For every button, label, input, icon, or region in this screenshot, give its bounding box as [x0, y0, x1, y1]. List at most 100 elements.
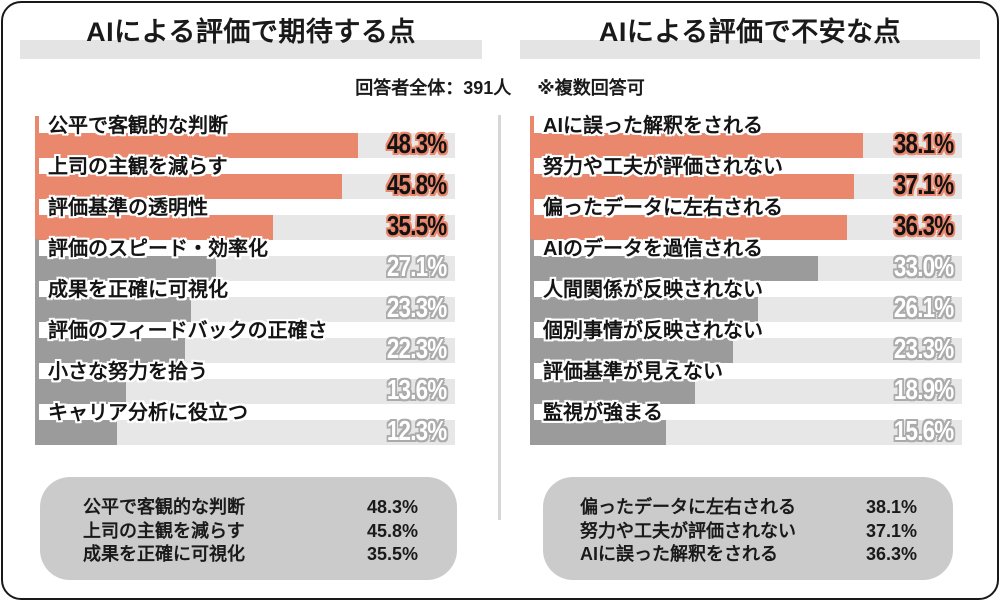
bar-track: [35, 297, 455, 322]
bar-row: 公平で客観的な判断 48.3%: [35, 116, 455, 159]
summary-row: 成果を正確に可視化 35.5%: [83, 543, 418, 567]
bar-label: 監視が強まる: [530, 403, 663, 424]
bar-label: 成果を正確に可視化: [35, 280, 228, 301]
bar-row: AIに誤った解釈をされる 38.1%: [530, 116, 962, 159]
concerns-bar-chart: AIに誤った解釈をされる 38.1% 努力や工夫が評価されない 37.1% 偏ったデータ…: [530, 116, 962, 446]
bar-value-label: 26.1%: [893, 292, 953, 323]
bar-row: 評価基準の透明性 35.5%: [35, 198, 455, 241]
bar-label: キャリア分析に役立つ: [35, 403, 248, 424]
center-divider-line: [498, 115, 501, 520]
concerns-top3-summary-box: 偏ったデータに左右される 38.1% 努力や工夫が評価されない 37.1% AIに誤った…: [543, 477, 953, 580]
bar-label: 評価基準の透明性: [35, 198, 208, 219]
bar-label: 評価のフィードバックの正確さ: [35, 321, 328, 342]
expectations-bar-chart: 公平で客観的な判断 48.3% 上司の主観を減らす 45.8% 評価基準の透明性 35.5…: [35, 116, 455, 446]
summary-label: 公平で客観的な判断: [83, 497, 245, 517]
bar-value-label: 12.3%: [386, 415, 446, 446]
bar-label: AIのデータを過信される: [530, 239, 763, 260]
bar-row: 偏ったデータに左右される 36.3%: [530, 198, 962, 241]
bar-row: 人間関係が反映されない 26.1%: [530, 280, 962, 323]
left-chart-title: AIによる評価で期待する点: [86, 17, 416, 47]
summary-label: 成果を正確に可視化: [83, 544, 245, 564]
bar-track: [530, 215, 962, 240]
summary-label: 偏ったデータに左右される: [580, 497, 796, 517]
bar-row: 監視が強まる 15.6%: [530, 403, 962, 446]
bar-row: AIのデータを過信される 33.0%: [530, 239, 962, 282]
bar-value-label: 15.6%: [893, 415, 953, 446]
bar-track: [35, 379, 455, 404]
bar-fill: [530, 297, 758, 322]
summary-value: 36.3%: [865, 544, 917, 564]
survey-annotation: 回答者全体：391人 ※複数回答可: [0, 74, 1000, 100]
bar-track: [530, 379, 962, 404]
summary-value: 38.1%: [865, 497, 917, 517]
bar-fill: [530, 133, 863, 158]
bar-value-label: 45.8%: [386, 169, 446, 200]
bar-fill: [530, 174, 854, 199]
bar-value-label: 36.3%: [893, 210, 953, 241]
bar-label: 評価のスピード・効率化: [35, 239, 268, 260]
bar-row: 個別事情が反映されない 23.3%: [530, 321, 962, 364]
expectations-top3-summary-box: 公平で客観的な判断 48.3% 上司の主観を減らす 45.8% 成果を正確に可視化 35.…: [40, 477, 457, 580]
bar-row: 成果を正確に可視化 23.3%: [35, 280, 455, 323]
bar-row: キャリア分析に役立つ 12.3%: [35, 403, 455, 446]
bar-value-label: 13.6%: [386, 374, 446, 405]
bar-value-label: 23.3%: [893, 333, 953, 364]
summary-label: 上司の主観を減らす: [83, 520, 245, 541]
bar-value-label: 27.1%: [386, 251, 446, 282]
bar-row: 上司の主観を減らす 45.8%: [35, 157, 455, 200]
bar-label: 偏ったデータに左右される: [530, 198, 783, 219]
summary-row: 偏ったデータに左右される 38.1%: [580, 496, 917, 520]
summary-value: 48.3%: [366, 497, 418, 517]
bar-label: 個別事情が反映されない: [530, 321, 763, 342]
multiple-answers-note: ※複数回答可: [537, 78, 645, 98]
bar-row: 評価のスピード・効率化 27.1%: [35, 239, 455, 282]
bar-value-label: 18.9%: [893, 374, 953, 405]
bar-fill: [530, 256, 819, 281]
bar-track: [35, 174, 455, 199]
bar-value-label: 48.3%: [386, 128, 446, 159]
bar-track: [530, 256, 962, 281]
right-chart-title: AIによる評価で不安な点: [598, 17, 902, 47]
bar-track: [35, 133, 455, 158]
bar-fill: [35, 297, 191, 322]
bar-fill: [530, 420, 667, 445]
bar-fill: [35, 133, 359, 158]
bar-label: 上司の主観を減らす: [35, 157, 228, 178]
bar-track: [35, 215, 455, 240]
summary-label: AIに誤った解釈をされる: [580, 544, 778, 564]
summary-value: 35.5%: [366, 544, 418, 564]
summary-row: AIに誤った解釈をされる 36.3%: [580, 543, 917, 567]
bar-fill: [35, 420, 118, 445]
bar-value-label: 37.1%: [893, 169, 953, 200]
bar-value-label: 22.3%: [386, 333, 446, 364]
bar-fill: [35, 215, 273, 240]
bar-fill: [35, 256, 217, 281]
bar-fill: [35, 174, 342, 199]
bar-fill: [530, 379, 696, 404]
left-title-highlight-band: [20, 40, 482, 59]
bar-row: 評価基準が見えない 18.9%: [530, 362, 962, 405]
bar-track: [35, 338, 455, 363]
bar-label: 小さな努力を拾う: [35, 362, 208, 383]
bar-track: [530, 133, 962, 158]
bar-label: 公平で客観的な判断: [35, 116, 228, 137]
summary-value: 45.8%: [366, 520, 418, 541]
bar-track: [530, 338, 962, 363]
summary-row: 公平で客観的な判断 48.3%: [83, 496, 418, 520]
bar-value-label: 23.3%: [386, 292, 446, 323]
bar-fill: [35, 338, 185, 363]
bar-label: 評価基準が見えない: [530, 362, 723, 383]
bar-label: AIに誤った解釈をされる: [530, 116, 763, 137]
right-title-highlight-band: [520, 40, 980, 59]
bar-track: [530, 420, 962, 445]
bar-row: 努力や工夫が評価されない 37.1%: [530, 157, 962, 200]
bar-value-label: 38.1%: [893, 128, 953, 159]
summary-row: 上司の主観を減らす 45.8%: [83, 520, 418, 544]
bar-fill: [35, 379, 127, 404]
bar-track: [530, 297, 962, 322]
bar-row: 小さな努力を拾う 13.6%: [35, 362, 455, 405]
bar-value-label: 35.5%: [386, 210, 446, 241]
summary-label: 努力や工夫が評価されない: [580, 520, 796, 541]
respondents-count-note: 回答者全体：391人: [355, 78, 512, 98]
bar-track: [530, 174, 962, 199]
